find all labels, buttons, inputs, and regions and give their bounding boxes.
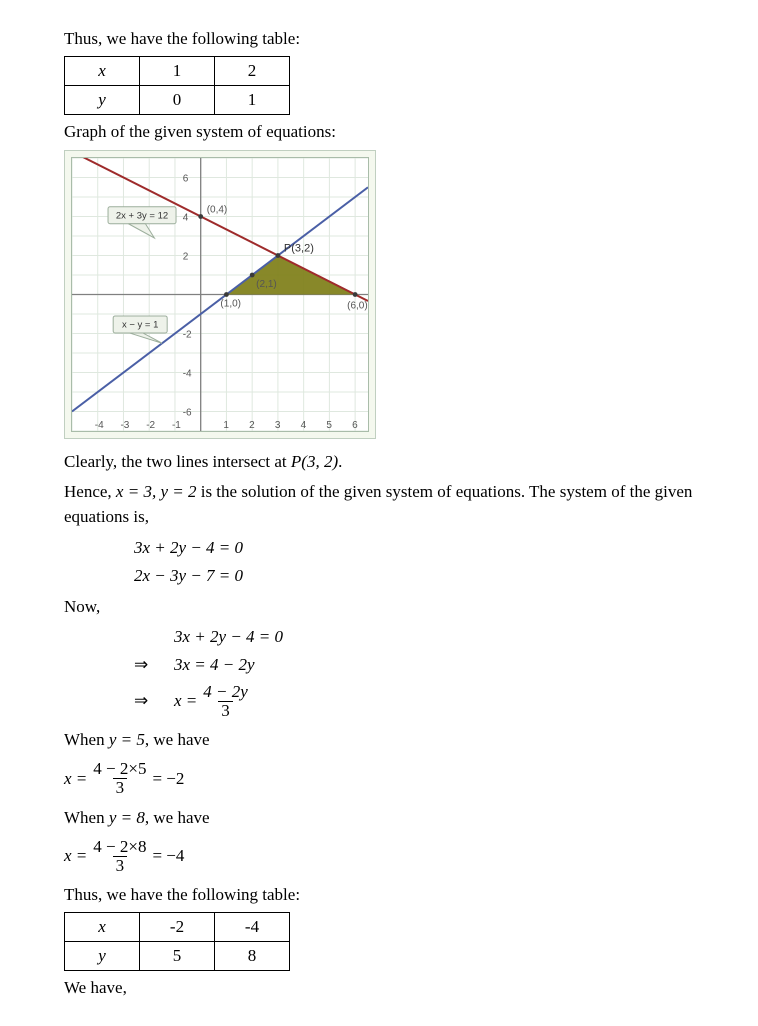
cell: 0 bbox=[140, 85, 215, 114]
we-have: We have, bbox=[64, 975, 694, 1001]
svg-text:1: 1 bbox=[223, 420, 229, 431]
equation-lhs: x = bbox=[64, 843, 87, 869]
equation-lhs: x = bbox=[174, 688, 197, 714]
graph-svg: P(3,2) (0,4) (2,1) (1,0) (6,0) -4 -3 -2 -1 1 2 3 4 5 6… bbox=[72, 158, 368, 431]
fraction-numerator: 4 − 2×5 bbox=[90, 760, 149, 778]
eval-y5: x = 4 − 2×5 3 = −2 bbox=[64, 757, 694, 801]
cell: 5 bbox=[140, 941, 215, 970]
y-value: y = 5 bbox=[109, 730, 145, 749]
svg-text:6: 6 bbox=[183, 174, 189, 185]
result: = −2 bbox=[152, 766, 184, 792]
when-y8: When y = 8, we have bbox=[64, 805, 694, 831]
svg-text:(1,0): (1,0) bbox=[220, 299, 241, 310]
equation: 3x + 2y − 4 = 0 bbox=[174, 624, 283, 650]
svg-text:-1: -1 bbox=[172, 420, 181, 431]
svg-text:(0,4): (0,4) bbox=[207, 205, 228, 216]
svg-text:2x + 3y = 12: 2x + 3y = 12 bbox=[116, 210, 168, 221]
fraction-numerator: 4 − 2×8 bbox=[90, 838, 149, 856]
cell: y bbox=[65, 941, 140, 970]
svg-text:(6,0): (6,0) bbox=[347, 301, 368, 312]
cell: 1 bbox=[215, 85, 290, 114]
table-row: x 1 2 bbox=[65, 56, 290, 85]
system-equations: 3x + 2y − 4 = 0 2x − 3y − 7 = 0 bbox=[134, 534, 694, 590]
equation: 2x − 3y − 7 = 0 bbox=[134, 563, 243, 589]
cell: 1 bbox=[140, 56, 215, 85]
derivation: 3x + 2y − 4 = 0 ⇒ 3x = 4 − 2y ⇒ x = 4 − 2… bbox=[134, 623, 694, 723]
eval-y8: x = 4 − 2×8 3 = −4 bbox=[64, 834, 694, 878]
graph-container: P(3,2) (0,4) (2,1) (1,0) (6,0) -4 -3 -2 -1 1 2 3 4 5 6… bbox=[64, 150, 376, 439]
svg-text:-4: -4 bbox=[95, 420, 104, 431]
text: Clearly, the two lines intersect at bbox=[64, 452, 291, 471]
xy-value: x = 3, y = 2 bbox=[116, 482, 197, 501]
equation: 3x + 2y − 4 = 0 bbox=[134, 535, 243, 561]
fraction-denominator: 3 bbox=[113, 856, 128, 875]
equation: 3x = 4 − 2y bbox=[174, 652, 255, 678]
text: When bbox=[64, 808, 109, 827]
cell: x bbox=[65, 912, 140, 941]
y-value: y = 8 bbox=[109, 808, 145, 827]
now-text: Now, bbox=[64, 594, 694, 620]
table-row: y 5 8 bbox=[65, 941, 290, 970]
cell: y bbox=[65, 85, 140, 114]
cell: 2 bbox=[215, 56, 290, 85]
point-value: P(3, 2) bbox=[291, 452, 338, 471]
svg-text:(2,1): (2,1) bbox=[256, 279, 277, 290]
clearly-line: Clearly, the two lines intersect at P(3,… bbox=[64, 449, 694, 475]
result: = −4 bbox=[152, 843, 184, 869]
table-row: y 0 1 bbox=[65, 85, 290, 114]
svg-text:3: 3 bbox=[275, 420, 281, 431]
hence-line: Hence, x = 3, y = 2 is the solution of t… bbox=[64, 479, 694, 530]
svg-text:x − y = 1: x − y = 1 bbox=[122, 319, 158, 330]
svg-text:-2: -2 bbox=[183, 330, 192, 341]
text: , we have bbox=[145, 808, 210, 827]
equation-lhs: x = bbox=[64, 766, 87, 792]
svg-text:-2: -2 bbox=[146, 420, 155, 431]
svg-text:-3: -3 bbox=[120, 420, 129, 431]
cell: x bbox=[65, 56, 140, 85]
table-2: x -2 -4 y 5 8 bbox=[64, 912, 290, 971]
svg-text:4: 4 bbox=[301, 420, 307, 431]
text: When bbox=[64, 730, 109, 749]
cell: 8 bbox=[215, 941, 290, 970]
svg-text:-6: -6 bbox=[183, 408, 192, 419]
cell: -4 bbox=[215, 912, 290, 941]
table-1: x 1 2 y 0 1 bbox=[64, 56, 290, 115]
svg-text:-4: -4 bbox=[183, 369, 192, 380]
text: Hence, bbox=[64, 482, 116, 501]
text: , we have bbox=[145, 730, 210, 749]
text: . bbox=[338, 452, 342, 471]
svg-text:P(3,2): P(3,2) bbox=[284, 243, 314, 255]
fraction-denominator: 3 bbox=[218, 701, 233, 720]
when-y5: When y = 5, we have bbox=[64, 727, 694, 753]
implies-icon: ⇒ bbox=[134, 688, 152, 714]
intro-text-1: Thus, we have the following table: bbox=[64, 26, 694, 52]
intro-text-2: Thus, we have the following table: bbox=[64, 882, 694, 908]
graph-caption: Graph of the given system of equations: bbox=[64, 119, 694, 145]
svg-text:6: 6 bbox=[352, 420, 358, 431]
svg-text:4: 4 bbox=[183, 213, 189, 224]
implies-icon: ⇒ bbox=[134, 652, 152, 678]
svg-text:2: 2 bbox=[249, 420, 255, 431]
fraction-denominator: 3 bbox=[113, 778, 128, 797]
cell: -2 bbox=[140, 912, 215, 941]
svg-text:5: 5 bbox=[326, 420, 332, 431]
fraction-numerator: 4 − 2y bbox=[200, 683, 251, 701]
svg-text:2: 2 bbox=[183, 252, 189, 263]
table-row: x -2 -4 bbox=[65, 912, 290, 941]
